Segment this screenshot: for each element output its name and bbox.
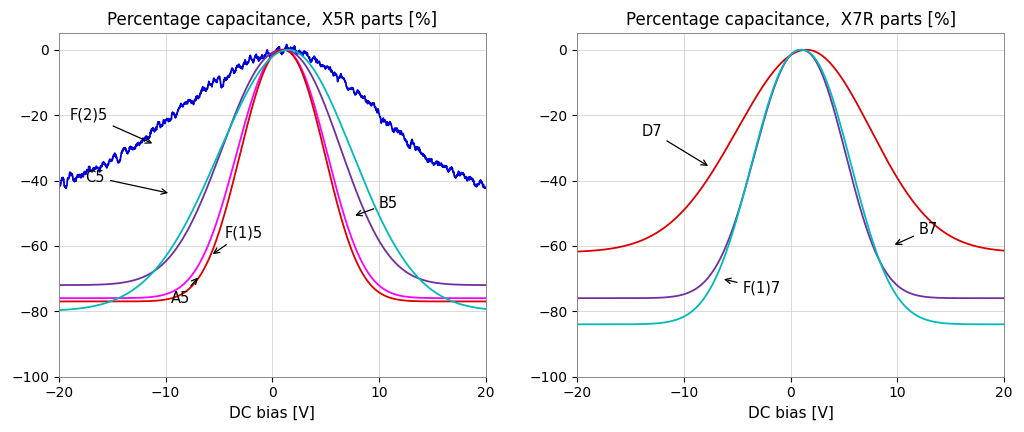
X-axis label: DC bias [V]: DC bias [V] — [229, 406, 315, 421]
Text: F(2)5: F(2)5 — [70, 108, 152, 143]
X-axis label: DC bias [V]: DC bias [V] — [748, 406, 834, 421]
Text: B7: B7 — [896, 222, 938, 245]
Text: F(1)7: F(1)7 — [725, 278, 781, 296]
Text: C5: C5 — [86, 170, 167, 194]
Text: D7: D7 — [641, 124, 707, 165]
Text: B5: B5 — [356, 196, 398, 216]
Title: Percentage capacitance,  X7R parts [%]: Percentage capacitance, X7R parts [%] — [626, 11, 955, 29]
Text: A5: A5 — [171, 279, 197, 306]
Text: F(1)5: F(1)5 — [214, 226, 262, 253]
Title: Percentage capacitance,  X5R parts [%]: Percentage capacitance, X5R parts [%] — [108, 11, 437, 29]
